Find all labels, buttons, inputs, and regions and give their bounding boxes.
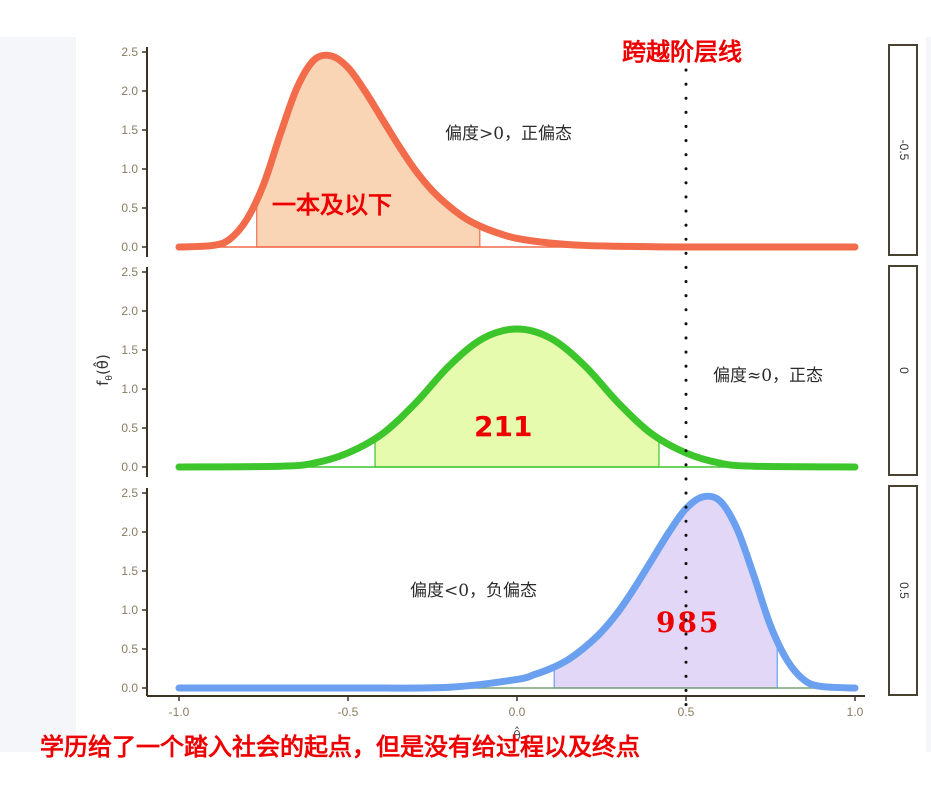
page-background-left xyxy=(0,37,76,752)
chart-title: 跨越阶层线 xyxy=(622,38,742,66)
region-label: 一本及以下 xyxy=(272,191,392,219)
skew-annotation: 偏度>0，正偏态 xyxy=(445,124,572,144)
y-tick-label: 0.0 xyxy=(121,460,138,474)
facet-strip-box xyxy=(888,44,918,256)
y-tick-label: 1.0 xyxy=(121,603,138,617)
x-tick-label: -0.5 xyxy=(338,705,359,719)
caption: 学历给了一个踏入社会的起点，但是没有给过程以及终点 xyxy=(40,733,640,761)
region-label: 211 xyxy=(474,410,532,443)
x-tick-label: 1.0 xyxy=(847,705,864,719)
density-curve xyxy=(175,325,859,471)
y-tick-label: 2.5 xyxy=(121,45,138,59)
facet-strip-label: 0 xyxy=(897,367,911,374)
y-tick-label: 0.0 xyxy=(121,681,138,695)
y-tick-label: 0.5 xyxy=(121,642,138,656)
x-tick-label: 0.0 xyxy=(509,705,526,719)
panel-skew-negative: 偏度<0，负偏态 985 xyxy=(175,492,859,692)
facet-strip-label: 0.5 xyxy=(897,582,911,599)
y-tick-label: 0.5 xyxy=(121,201,138,215)
y-tick-label: 2.0 xyxy=(121,525,138,539)
svg-text:fθ(θ̂): fθ(θ̂) xyxy=(92,354,115,386)
y-axis-label: fθ(θ̂) xyxy=(92,354,115,386)
facet-strip-box xyxy=(888,485,918,696)
x-tick-label: 0.5 xyxy=(678,705,695,719)
panel-skew-zero: 偏度≈0，正态 211 xyxy=(175,325,859,471)
skew-annotation: 偏度≈0，正态 xyxy=(713,366,823,386)
density-curve xyxy=(175,492,859,692)
facet-strip-label: -0.5 xyxy=(897,140,911,161)
y-tick-label: 2.5 xyxy=(121,486,138,500)
y-tick-label: 1.5 xyxy=(121,343,138,357)
facet-strips: -0.5 0 0.5 xyxy=(888,44,918,696)
skew-annotation: 偏度<0，负偏态 xyxy=(410,581,537,601)
y-tick-label: 0.0 xyxy=(121,240,138,254)
y-tick-label: 2.5 xyxy=(121,265,138,279)
shaded-area xyxy=(553,495,778,689)
density-curve xyxy=(175,51,859,251)
y-tick-label: 1.0 xyxy=(121,162,138,176)
panel-skew-positive: 偏度>0，正偏态 一本及以下 xyxy=(175,51,859,251)
y-tick-label: 1.5 xyxy=(121,123,138,137)
x-tick-label: -1.0 xyxy=(169,705,190,719)
y-tick-label: 2.0 xyxy=(121,304,138,318)
x-axis-label: θ̂ xyxy=(513,727,521,744)
y-tick-label: 1.0 xyxy=(121,382,138,396)
page-background-right xyxy=(926,37,931,752)
y-tick-label: 1.5 xyxy=(121,564,138,578)
y-tick-label: 2.0 xyxy=(121,84,138,98)
facet-strip-box xyxy=(888,265,918,476)
region-label: 985 xyxy=(656,606,720,639)
y-tick-label: 0.5 xyxy=(121,421,138,435)
axes: 0.0 0.5 1.0 1.5 2.0 2.5 0.0 0.5 1.0 1.5 2.0 2.5 0.0 0… xyxy=(121,45,865,719)
